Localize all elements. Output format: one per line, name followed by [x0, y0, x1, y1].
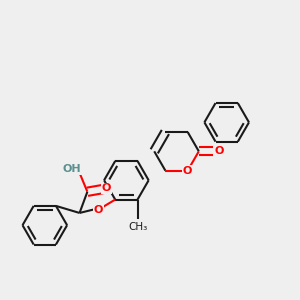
Text: O: O — [94, 205, 103, 214]
Text: O: O — [214, 146, 224, 156]
Text: O: O — [102, 183, 111, 194]
Text: O: O — [183, 166, 192, 176]
Text: OH: OH — [63, 164, 81, 174]
Text: CH₃: CH₃ — [128, 222, 147, 232]
